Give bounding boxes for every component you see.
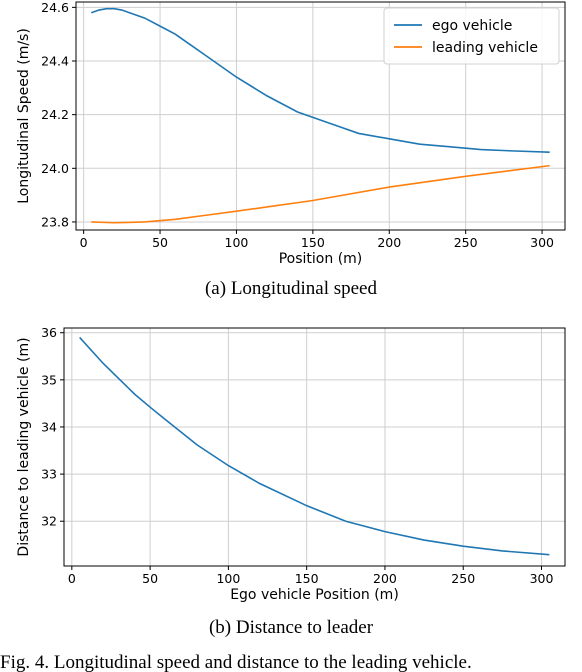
x-axis-label: Position (m) [279, 251, 363, 267]
figure-caption: Fig. 4. Longitudinal speed and distance … [0, 652, 472, 672]
y-tick-label: 24.0 [41, 161, 69, 176]
plot-frame [63, 327, 566, 567]
x-tick-label: 100 [225, 235, 249, 250]
x-tick-label: 100 [216, 571, 240, 586]
series-line-0 [79, 336, 550, 556]
legend-label: ego vehicle [432, 18, 512, 34]
x-tick-label: 0 [68, 571, 76, 586]
x-axis-label: Ego vehicle Position (m) [230, 587, 399, 603]
plot-frame [75, 1, 566, 231]
speed-chart: 0 50 100 150 200 250 300 23.8 24.0 24.2 24.4 24.6 Po… [16, 0, 566, 267]
y-tick-label: 23.8 [41, 214, 69, 229]
x-tick-label: 250 [454, 235, 478, 250]
series-line-leading-vehicle [91, 164, 550, 224]
x-tick-label: 50 [152, 235, 168, 250]
y-tick-label: 24.6 [41, 0, 69, 15]
legend-label: leading vehicle [432, 40, 538, 56]
series-line-ego-vehicle [91, 7, 550, 154]
caption-a: (a) Longitudinal speed [205, 278, 378, 299]
x-tick-label: 300 [530, 571, 554, 586]
legend [383, 7, 560, 65]
distance-chart: 0 50 100 150 200 250 300 32 33 34 35 36 Ego vehicle … [16, 325, 566, 603]
y-tick-label: 24.4 [41, 54, 69, 69]
y-tick-label: 34 [41, 419, 57, 434]
x-tick-label: 250 [451, 571, 475, 586]
x-tick-label: 50 [142, 571, 158, 586]
x-tick-label: 150 [301, 235, 325, 250]
x-tick-label: 150 [295, 571, 319, 586]
x-tick-label: 300 [530, 235, 554, 250]
y-tick-label: 36 [41, 325, 57, 340]
y-tick-label: 32 [41, 514, 57, 529]
x-tick-label: 200 [377, 235, 401, 250]
y-tick-label: 24.2 [41, 107, 69, 122]
x-tick-label: 0 [80, 235, 88, 250]
caption-b: (b) Distance to leader [209, 617, 374, 638]
y-axis-label: Longitudinal Speed (m/s) [16, 28, 32, 204]
y-tick-label: 35 [41, 372, 57, 387]
y-tick-label: 33 [41, 467, 57, 482]
x-tick-label: 200 [373, 571, 397, 586]
y-axis-label: Distance to leading vehicle (m) [16, 337, 32, 556]
